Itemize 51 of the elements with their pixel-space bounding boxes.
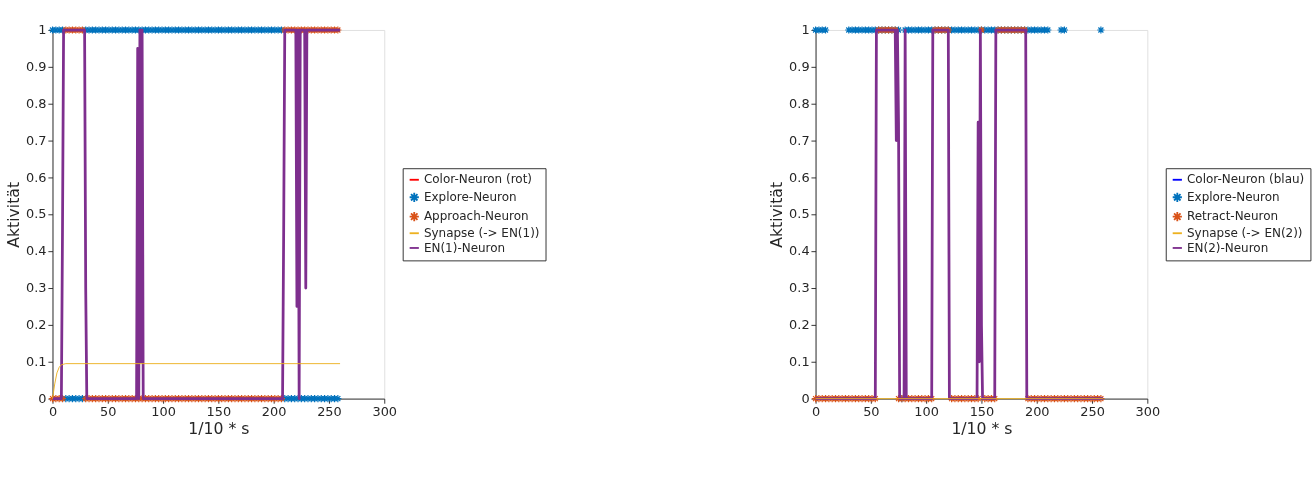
y-tick-label: 0.9: [789, 59, 810, 75]
x-tick-label: 0: [48, 403, 58, 419]
y-tick-label: 0.9: [26, 59, 47, 75]
x-axis-title: 1/10 * s: [951, 419, 1013, 439]
y-tick-label: 0.5: [26, 206, 47, 222]
x-tick-label: 150: [206, 403, 232, 419]
y-axis-title: Aktivität: [3, 181, 23, 248]
x-tick-label: 0: [811, 403, 821, 419]
y-tick-label: 1: [801, 22, 810, 38]
y-tick-label: 0.3: [789, 280, 810, 296]
y-tick-label: 0.7: [26, 132, 47, 148]
x-tick-label: 50: [863, 403, 880, 419]
y-tick-label: 0.5: [789, 206, 810, 222]
y-tick-label: 0.4: [789, 243, 810, 259]
y-tick-label: 0.8: [26, 95, 47, 111]
y-tick-label: 0: [38, 390, 47, 406]
x-axis-title: 1/10 * s: [188, 419, 250, 439]
x-tick-label: 250: [317, 403, 342, 419]
legend-label: Approach-Neuron: [423, 209, 529, 224]
y-tick-label: 0.3: [26, 280, 47, 296]
x-tick-label: 100: [151, 403, 176, 419]
y-axis-title: Aktivität: [766, 181, 786, 248]
legend-label: Synapse (-> EN(2)): [1186, 225, 1303, 240]
x-tick-label: 300: [1135, 403, 1161, 419]
legend-label: EN(2)-Neuron: [1186, 240, 1269, 255]
legend-label: Color-Neuron (blau): [1186, 172, 1305, 187]
x-tick-label: 50: [100, 403, 117, 419]
y-tick-label: 0.2: [789, 317, 810, 333]
legend-label: Explore-Neuron: [423, 189, 517, 204]
x-tick-label: 300: [372, 403, 398, 419]
y-tick-label: 0.1: [789, 353, 810, 369]
legend-label: Explore-Neuron: [1186, 189, 1280, 204]
line-series: [52, 363, 341, 400]
y-tick-label: 0.7: [789, 132, 810, 148]
y-tick-label: 0.1: [26, 353, 47, 369]
x-tick-label: 200: [261, 403, 287, 419]
y-tick-label: 0.2: [26, 317, 47, 333]
y-tick-label: 0.6: [789, 169, 810, 185]
y-tick-label: 0: [801, 390, 810, 406]
legend-label: Retract-Neuron: [1186, 209, 1279, 224]
legend-label: Color-Neuron (rot): [423, 172, 533, 187]
x-tick-label: 200: [1024, 403, 1050, 419]
y-tick-label: 0.6: [26, 169, 47, 185]
legend-label: EN(1)-Neuron: [423, 240, 506, 255]
y-tick-label: 0.4: [26, 243, 47, 259]
x-tick-label: 150: [969, 403, 995, 419]
legend-label: Synapse (-> EN(1)): [423, 225, 540, 240]
y-tick-label: 1: [38, 22, 47, 38]
x-tick-label: 100: [914, 403, 939, 419]
y-tick-label: 0.8: [789, 95, 810, 111]
x-tick-label: 250: [1080, 403, 1105, 419]
